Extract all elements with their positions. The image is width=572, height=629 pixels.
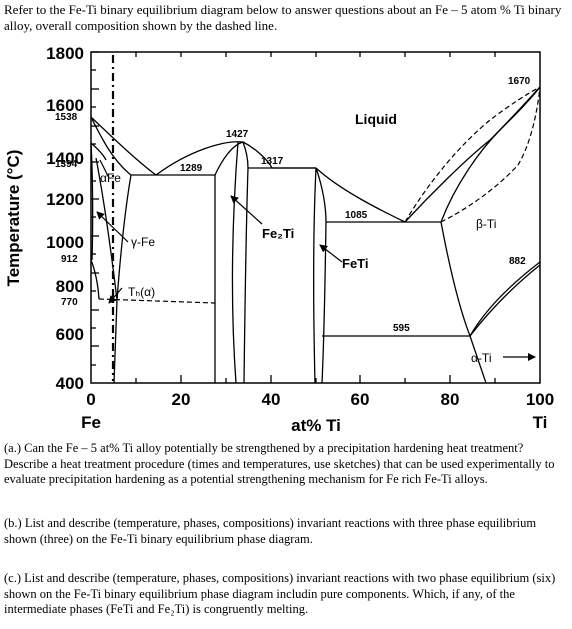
temp-label-1427: 1427 (226, 129, 249, 140)
phase-boundaries (90, 86, 541, 384)
alpha-gamma-upper-1 (90, 142, 107, 161)
x-tick-label: 100 (526, 390, 554, 409)
question-b-label: (b.) (4, 516, 22, 530)
phase-label-alpha-ti: α-Ti (471, 351, 491, 365)
temp-label-1670: 1670 (508, 76, 531, 87)
phase-label-fe2ti: Fe₂Ti (262, 226, 294, 241)
fe2ti-solidus-right (242, 141, 249, 169)
beta-ti-solvus (440, 221, 471, 337)
fe2ti-homogeneity-left (231, 141, 239, 384)
y-tick-label: 1800 (46, 44, 84, 63)
temp-label-595: 595 (393, 323, 410, 334)
beta-alpha-ti (469, 264, 541, 337)
phase-label-tc-alpha: Tₕ(α) (128, 285, 155, 299)
y-axis-title: Temperature (°C) (4, 150, 23, 287)
temp-label-1085: 1085 (345, 210, 368, 221)
liquidus-feti-ti (315, 167, 406, 223)
alpha-ti-boundary (469, 261, 541, 337)
question-a: (a.) Can the Fe – 5 at% Ti alloy potenti… (4, 441, 566, 488)
liquidus-fe-eutectic (90, 116, 157, 176)
temperature-labels: 1538 1394 912 770 1427 1289 1317 1085 16… (55, 76, 531, 334)
phase-label-alpha-fe: αFe (100, 171, 121, 185)
curie-temperature-line (98, 298, 216, 304)
leader-arrows (96, 159, 536, 361)
x-axis-right-element: Ti (533, 413, 548, 432)
x-tick-label: 20 (172, 390, 191, 409)
gamma-fe-lower (90, 259, 100, 300)
x-tick-label: 40 (262, 390, 281, 409)
temp-label-1317: 1317 (261, 156, 284, 167)
fe-ti-phase-diagram: 1800 1600 1400 1200 1000 800 600 400 0 2… (4, 44, 554, 435)
fe2ti-homogeneity-right (243, 167, 249, 384)
alpha-fe-boundary-lower (116, 174, 132, 301)
temp-label-882: 882 (509, 256, 526, 267)
y-tick-labels: 1800 1600 1400 1200 1000 800 600 400 (46, 44, 84, 393)
gamma-fe-arrow (96, 211, 129, 243)
intro-text: Refer to the Fe-Ti binary equilibrium di… (4, 2, 562, 33)
y-tick-label: 800 (56, 277, 84, 296)
fe2ti-liquidus (155, 141, 273, 176)
tc-alpha-arrow (108, 287, 123, 304)
phase-label-beta-ti: β-Ti (476, 217, 496, 231)
question-b: (b.) List and describe (temperature, pha… (4, 516, 566, 547)
alpha-fe-solvus (95, 157, 118, 301)
x-tick-label: 80 (441, 390, 460, 409)
ti-solidus (440, 86, 541, 223)
y-tick-label: 1600 (46, 96, 84, 115)
y-tick-label: 400 (56, 374, 84, 393)
question-b-text: List and describe (temperature, phases, … (4, 516, 537, 546)
temp-label-1289: 1289 (180, 163, 203, 174)
y-tick-label: 1400 (46, 149, 84, 168)
ti-liquidus (404, 86, 541, 223)
phase-label-liquid: Liquid (355, 111, 397, 127)
feti-left-boundary (312, 167, 317, 384)
temp-label-1538: 1538 (55, 112, 78, 123)
question-a-text: Can the Fe – 5 at% Ti alloy potentially … (4, 441, 555, 486)
feti-upper-right (315, 167, 327, 223)
question-c-text: List and describe (temperature, phases, … (4, 571, 556, 616)
temp-label-770: 770 (61, 297, 78, 308)
x-tick-labels: 0 20 40 60 80 100 (86, 390, 554, 409)
phase-label-gamma-fe: γ-Fe (131, 235, 155, 249)
x-axis-left-element: Fe (81, 413, 101, 432)
question-a-label: (a.) (4, 441, 21, 455)
temp-label-1394: 1394 (55, 159, 78, 170)
x-tick-marks (135, 52, 496, 383)
fe2ti-arrow (230, 195, 263, 225)
feti-arrow (319, 244, 343, 263)
alpha-ti-solvus (469, 335, 487, 384)
y-tick-label: 1200 (46, 190, 84, 209)
gamma-fe-left (90, 142, 94, 261)
dashed-solidus-ti (440, 86, 541, 223)
temp-label-912: 912 (61, 254, 78, 265)
dashed-liquidus-ti (404, 86, 541, 223)
phase-labels: Liquid αFe γ-Fe Tₕ(α) Fe₂Ti FeTi β-Ti α-… (100, 111, 496, 365)
dashed-curves (98, 86, 541, 304)
question-c: (c.) List and describe (temperature, pha… (4, 571, 566, 618)
y-tick-label: 1000 (46, 233, 84, 252)
alpha-fe-solvus-low (113, 299, 118, 384)
x-tick-label: 0 (86, 390, 95, 409)
fe2ti-solidus-left (214, 141, 244, 176)
y-tick-label: 600 (56, 325, 84, 344)
question-c-label: (c.) (4, 571, 21, 585)
phase-label-feti: FeTi (342, 256, 369, 271)
feti-right-boundary (321, 221, 327, 384)
alpha-fe-leader (99, 159, 110, 179)
solidus-fe-side (90, 116, 132, 176)
x-tick-label: 60 (351, 390, 370, 409)
x-axis-title: at% Ti (291, 416, 341, 435)
